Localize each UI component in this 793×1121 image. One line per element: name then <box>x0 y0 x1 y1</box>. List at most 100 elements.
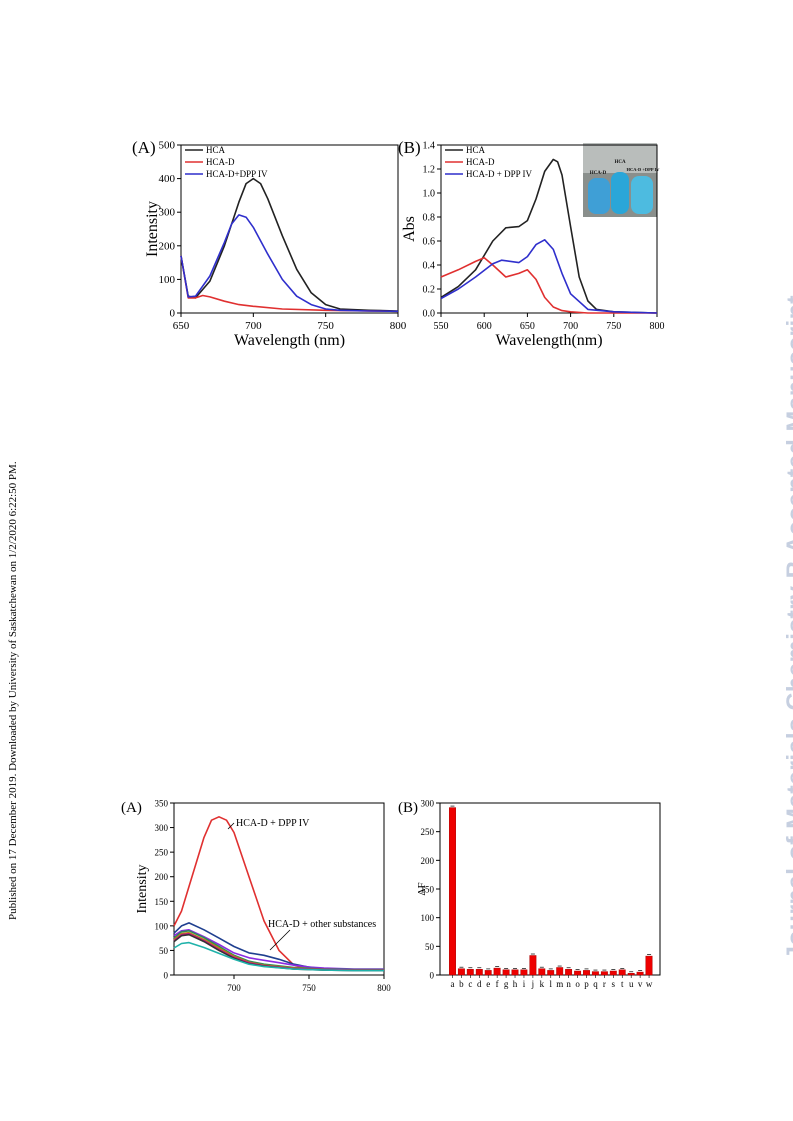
bar-b <box>457 968 465 976</box>
x-category-label: r <box>603 979 606 989</box>
plot-frame <box>180 144 399 314</box>
x-category-label: h <box>513 979 518 989</box>
annotation-pointer <box>269 929 291 951</box>
x-category-label: q <box>593 979 598 989</box>
x-tick-label: 800 <box>377 983 391 993</box>
x-tick-label: 750 <box>317 320 334 332</box>
bar-m <box>556 967 564 976</box>
x-tick-label: 650 <box>173 320 190 332</box>
vial-photo-inset: HCA-D HCA HCA-D +DPP IV <box>583 143 660 217</box>
y-tick-label: 0.4 <box>423 261 436 272</box>
x-tick-label: 650 <box>520 321 535 332</box>
x-category-label: l <box>550 979 553 989</box>
y-tick-label: 200 <box>421 856 435 866</box>
plot-frame <box>440 144 658 314</box>
y-tick-label: 250 <box>421 827 435 837</box>
photo-label-hca: HCA <box>614 160 626 165</box>
panel-label: (A) <box>132 138 156 157</box>
y-tick-label: 100 <box>159 274 176 286</box>
x-tick-label: 550 <box>434 321 449 332</box>
x-tick-label: 750 <box>302 983 316 993</box>
y-tick-label: 0 <box>164 971 169 981</box>
y-axis-title: Intensity <box>135 865 150 914</box>
bar-u <box>627 973 635 976</box>
x-category-label: p <box>584 979 589 989</box>
x-axis-title: Wavelength(nm) <box>495 332 602 349</box>
y-tick-label: 0.6 <box>423 237 436 248</box>
x-tick-label: 700 <box>227 983 241 993</box>
x-axis-title: Wavelength (nm) <box>234 332 345 349</box>
y-tick-label: 1.2 <box>423 165 436 176</box>
x-category-label: j <box>531 979 535 989</box>
chart-3: (A) 0 50 100 150 200 250 300 350 Intensity 700 750 8… <box>121 799 391 994</box>
bar-s <box>609 970 617 976</box>
bar-q <box>591 971 599 976</box>
bar-t <box>618 969 626 976</box>
panel-label: (A) <box>121 800 142 816</box>
y-axis-title: Abs <box>401 216 418 242</box>
x-tick-label: 700 <box>563 321 578 332</box>
x-category-label: n <box>566 979 571 989</box>
x-category-label: t <box>621 979 624 989</box>
bar-d <box>475 969 483 976</box>
y-tick-label: 200 <box>159 240 176 252</box>
bar-g <box>502 969 510 976</box>
series-line-1 <box>180 177 399 312</box>
legend-entry: HCA <box>466 145 486 155</box>
series-line-1 <box>440 158 658 314</box>
bar-f <box>493 967 501 976</box>
bar-k <box>538 968 546 976</box>
plot-frame <box>173 802 385 976</box>
series-line-1 <box>173 815 384 971</box>
y-tick-label: 350 <box>155 799 169 809</box>
photo-label-hca-d: HCA-D <box>590 171 607 176</box>
y-tick-label: 100 <box>155 921 169 931</box>
x-category-label: k <box>540 979 545 989</box>
x-tick-label: 700 <box>245 320 262 332</box>
x-tick-label: 800 <box>390 320 407 332</box>
y-tick-label: 1.0 <box>423 189 436 200</box>
y-tick-label: 400 <box>159 173 176 185</box>
x-category-label: a <box>450 979 454 989</box>
bar-e <box>484 970 492 976</box>
y-tick-label: 0 <box>430 971 435 981</box>
y-tick-label: 50 <box>159 946 169 956</box>
y-axis-title: ΔF <box>416 882 428 895</box>
y-tick-label: 300 <box>159 207 176 219</box>
x-category-label: o <box>575 979 580 989</box>
legend-entry: HCA-D+DPP IV <box>206 169 268 179</box>
x-tick-label: 750 <box>606 321 621 332</box>
legend-entry: HCA-D <box>466 157 495 167</box>
bar-j <box>529 955 537 976</box>
x-category-label: d <box>477 979 482 989</box>
series-line-3 <box>180 214 399 313</box>
y-tick-label: 0 <box>170 308 176 320</box>
x-category-label: i <box>523 979 526 989</box>
y-tick-label: 300 <box>421 799 435 809</box>
photo-label-hca-d-dpp: HCA-D +DPP IV <box>626 167 660 172</box>
x-category-label: w <box>646 979 653 989</box>
legend-entry: HCA-D <box>206 157 235 167</box>
x-category-label: f <box>496 979 499 989</box>
y-axis-title: Intensity <box>144 201 161 257</box>
chart-2: (B) 0.0 0.2 0.4 0.6 0.8 1.0 1.2 1.4 Abs 550 600 650 7… <box>398 138 665 349</box>
y-tick-label: 0.0 <box>423 309 436 320</box>
plot-frame <box>439 802 661 976</box>
chart-1: (A) 0 100 200 300 400 500 Intensity 650 700 750 800… <box>132 138 407 349</box>
x-category-label: g <box>504 979 509 989</box>
series-line-2 <box>440 256 657 314</box>
bar-a <box>449 807 456 976</box>
y-tick-label: 100 <box>421 913 435 923</box>
y-tick-label: 200 <box>155 872 169 882</box>
series-line-8 <box>173 941 384 972</box>
x-tick-label: 600 <box>477 321 492 332</box>
panel-label: (B) <box>398 800 418 816</box>
x-category-label: c <box>468 979 472 989</box>
bar-o <box>574 970 582 976</box>
annotation-other-substances: HCA-D + other substances <box>268 919 376 930</box>
y-tick-label: 0.2 <box>423 285 436 296</box>
series-line-3 <box>173 928 384 970</box>
series-line-3 <box>440 239 658 314</box>
legend-entry: HCA-D + DPP IV <box>466 169 532 179</box>
